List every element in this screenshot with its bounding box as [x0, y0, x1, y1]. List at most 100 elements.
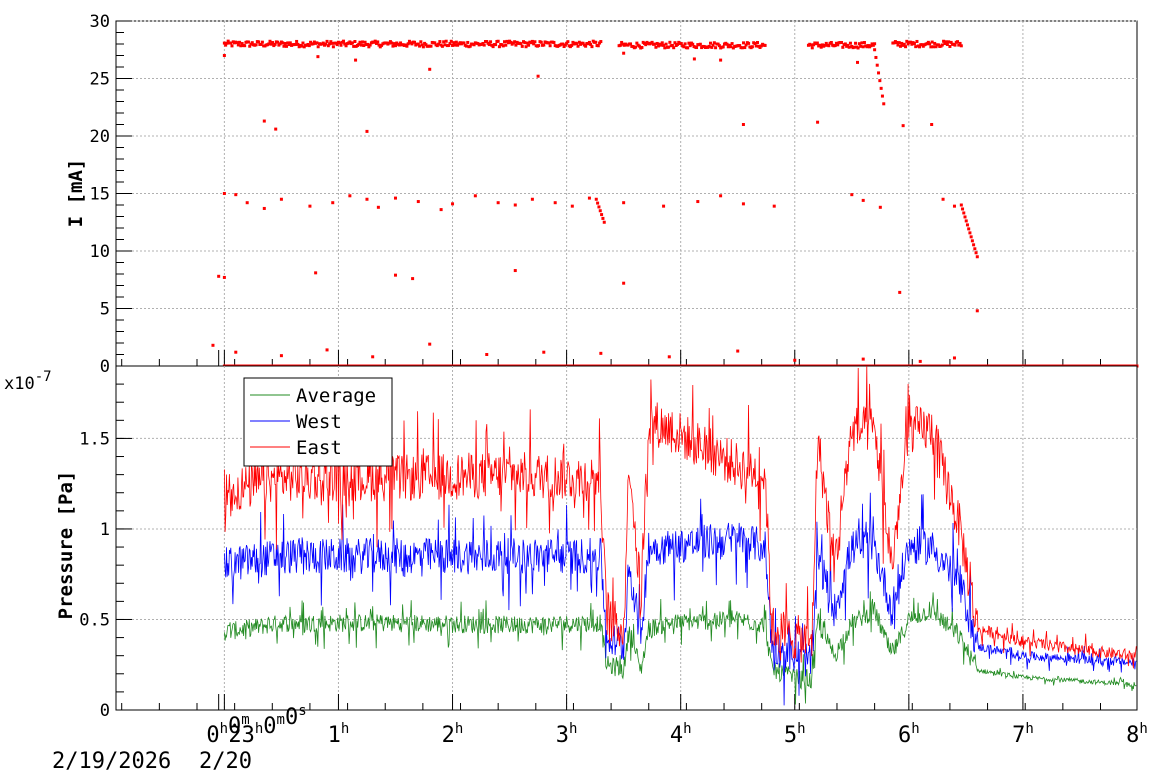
current-point — [675, 42, 679, 46]
current-point — [869, 44, 873, 48]
current-point — [725, 42, 729, 46]
current-point — [311, 42, 315, 46]
current-point — [358, 40, 362, 44]
current-point — [316, 55, 320, 59]
current-point — [363, 40, 367, 44]
current-point — [565, 41, 569, 45]
current-point — [910, 42, 914, 46]
current-point — [847, 45, 851, 49]
current-point — [359, 43, 363, 47]
current-point — [338, 41, 342, 45]
current-point — [931, 45, 935, 49]
current-point — [481, 41, 485, 45]
current-point — [729, 45, 733, 49]
current-point — [260, 40, 264, 44]
current-point — [496, 201, 500, 205]
current-point — [941, 197, 945, 201]
pressure-series-line — [224, 591, 1137, 705]
current-point — [547, 41, 551, 45]
current-y-tick-label: 30 — [90, 12, 110, 32]
current-point — [416, 200, 420, 204]
current-point — [243, 44, 247, 48]
current-point — [524, 45, 528, 49]
current-point — [958, 41, 962, 45]
current-point — [576, 44, 580, 48]
current-point — [451, 202, 455, 206]
current-point — [862, 41, 866, 45]
current-y-tick-label: 25 — [90, 70, 110, 90]
current-point — [871, 43, 875, 47]
current-point — [873, 48, 877, 52]
current-point — [390, 41, 394, 45]
current-point — [895, 40, 899, 44]
current-point — [485, 353, 489, 356]
current-point — [451, 43, 455, 47]
current-point — [629, 42, 633, 46]
current-point — [673, 41, 677, 45]
current-point — [239, 44, 243, 48]
current-point — [362, 44, 366, 48]
current-point — [640, 45, 644, 49]
current-point — [257, 40, 261, 44]
current-point — [504, 43, 508, 47]
current-point — [519, 42, 523, 46]
current-point — [276, 40, 280, 44]
current-point — [754, 44, 758, 48]
current-point — [513, 269, 517, 273]
time-tick-main: 5 — [784, 723, 797, 748]
current-point — [274, 127, 278, 131]
current-point — [262, 206, 266, 210]
current-point — [392, 42, 396, 46]
time-tick-unit: s — [298, 703, 306, 719]
current-point — [279, 354, 283, 358]
current-point — [599, 40, 603, 44]
current-point — [930, 123, 934, 126]
current-point — [302, 45, 306, 49]
current-point — [473, 194, 477, 198]
current-point — [387, 41, 391, 45]
current-point — [440, 44, 444, 48]
current-point — [468, 44, 472, 48]
current-point — [829, 40, 833, 44]
current-point — [874, 55, 878, 59]
current-point — [442, 40, 446, 44]
current-point — [973, 247, 977, 251]
current-point — [898, 44, 902, 48]
current-point — [365, 197, 369, 201]
current-point — [444, 39, 448, 43]
current-point — [273, 42, 277, 46]
current-point — [841, 45, 845, 49]
current-point — [416, 42, 420, 46]
current-point — [653, 42, 657, 46]
current-point — [373, 39, 377, 43]
pressure-panel: 0 0.5 1 1.5 Pressure [Pa] x10-7 Average Wes… — [4, 365, 1138, 721]
current-point — [873, 42, 877, 46]
time-tick-label: 0h0m — [206, 712, 249, 748]
current-point — [602, 220, 606, 224]
current-point — [667, 45, 671, 49]
current-point — [553, 201, 557, 205]
current-point — [491, 45, 495, 49]
current-point — [240, 42, 244, 46]
current-point — [462, 41, 466, 45]
current-point — [250, 41, 254, 45]
time-tick-unit: h — [220, 721, 228, 737]
current-point — [506, 41, 510, 45]
current-point — [407, 39, 411, 43]
current-point — [812, 43, 816, 47]
current-point — [618, 43, 622, 47]
current-point — [793, 358, 797, 362]
current-point — [520, 44, 524, 48]
current-point — [714, 46, 718, 50]
time-tick-unit: h — [797, 721, 805, 737]
legend-label-average: Average — [296, 385, 376, 407]
current-point — [376, 40, 380, 44]
current-point — [834, 41, 838, 45]
current-point — [827, 44, 831, 48]
current-point — [236, 43, 240, 47]
current-point — [717, 44, 721, 48]
current-point — [772, 204, 776, 208]
time-tick-unit: h — [911, 721, 919, 737]
